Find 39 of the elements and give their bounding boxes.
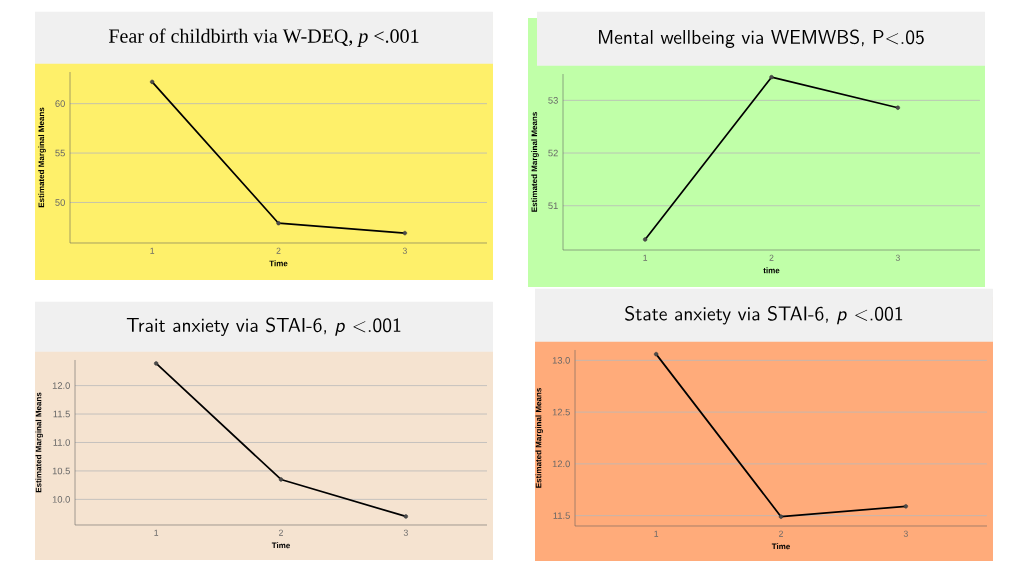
y-tick-label: 11.0 [53,439,70,446]
x-tick-label: 3 [403,529,408,536]
y-tick-label: 11.5 [553,512,570,519]
y-tick-label: 53 [548,97,558,104]
x-axis-title: Time [269,260,288,267]
y-axis-title: Estimated Marginal Means [35,392,43,493]
y-axis-title: Estimated Marginal Means [535,388,543,488]
y-tick-label: 11.5 [53,410,70,418]
y-tick-label: 12.0 [52,382,70,389]
x-tick-label: 2 [779,530,783,537]
x-tick-label: 2 [279,529,283,536]
y-tick-label: 55 [55,149,65,157]
y-axis-title: Estimated Marginal Means [531,112,539,212]
x-tick-label: 1 [154,529,159,536]
y-tick-label: 13.0 [552,357,570,364]
chart-title: Fear of childbirth via W-DEQ, p <.001 [108,28,419,47]
y-tick-label: 10.0 [52,496,70,503]
chart-title: Trait anxiety via STAI-6, p <.001 [126,317,401,336]
y-tick-label: 60 [55,100,65,107]
y-tick-label: 10.5 [52,467,70,475]
x-tick-label: 1 [654,530,659,537]
y-tick-label: 52 [548,149,558,157]
y-tick-label: 50 [55,199,65,206]
x-tick-label: 2 [769,254,774,261]
y-tick-label: 12.5 [552,408,570,416]
y-tick-label: 51 [548,202,558,209]
x-tick-label: 3 [895,254,900,261]
x-tick-label: 1 [150,247,155,254]
x-tick-label: 2 [276,247,281,254]
x-tick-label: 3 [402,247,407,254]
y-tick-label: 12.0 [552,460,570,468]
y-axis-title: Estimated Marginal Means [38,107,46,208]
chart-title: State anxiety via STAI-6, p <.001 [625,306,903,325]
x-tick-label: 3 [903,530,908,537]
x-axis-title: Time [271,542,290,549]
chart-title: Mental wellbeing via WEMWBS, P<.05 [599,29,924,48]
x-tick-label: 1 [643,254,648,261]
x-axis-title: Time [771,543,790,550]
x-axis-title: time [763,267,780,274]
